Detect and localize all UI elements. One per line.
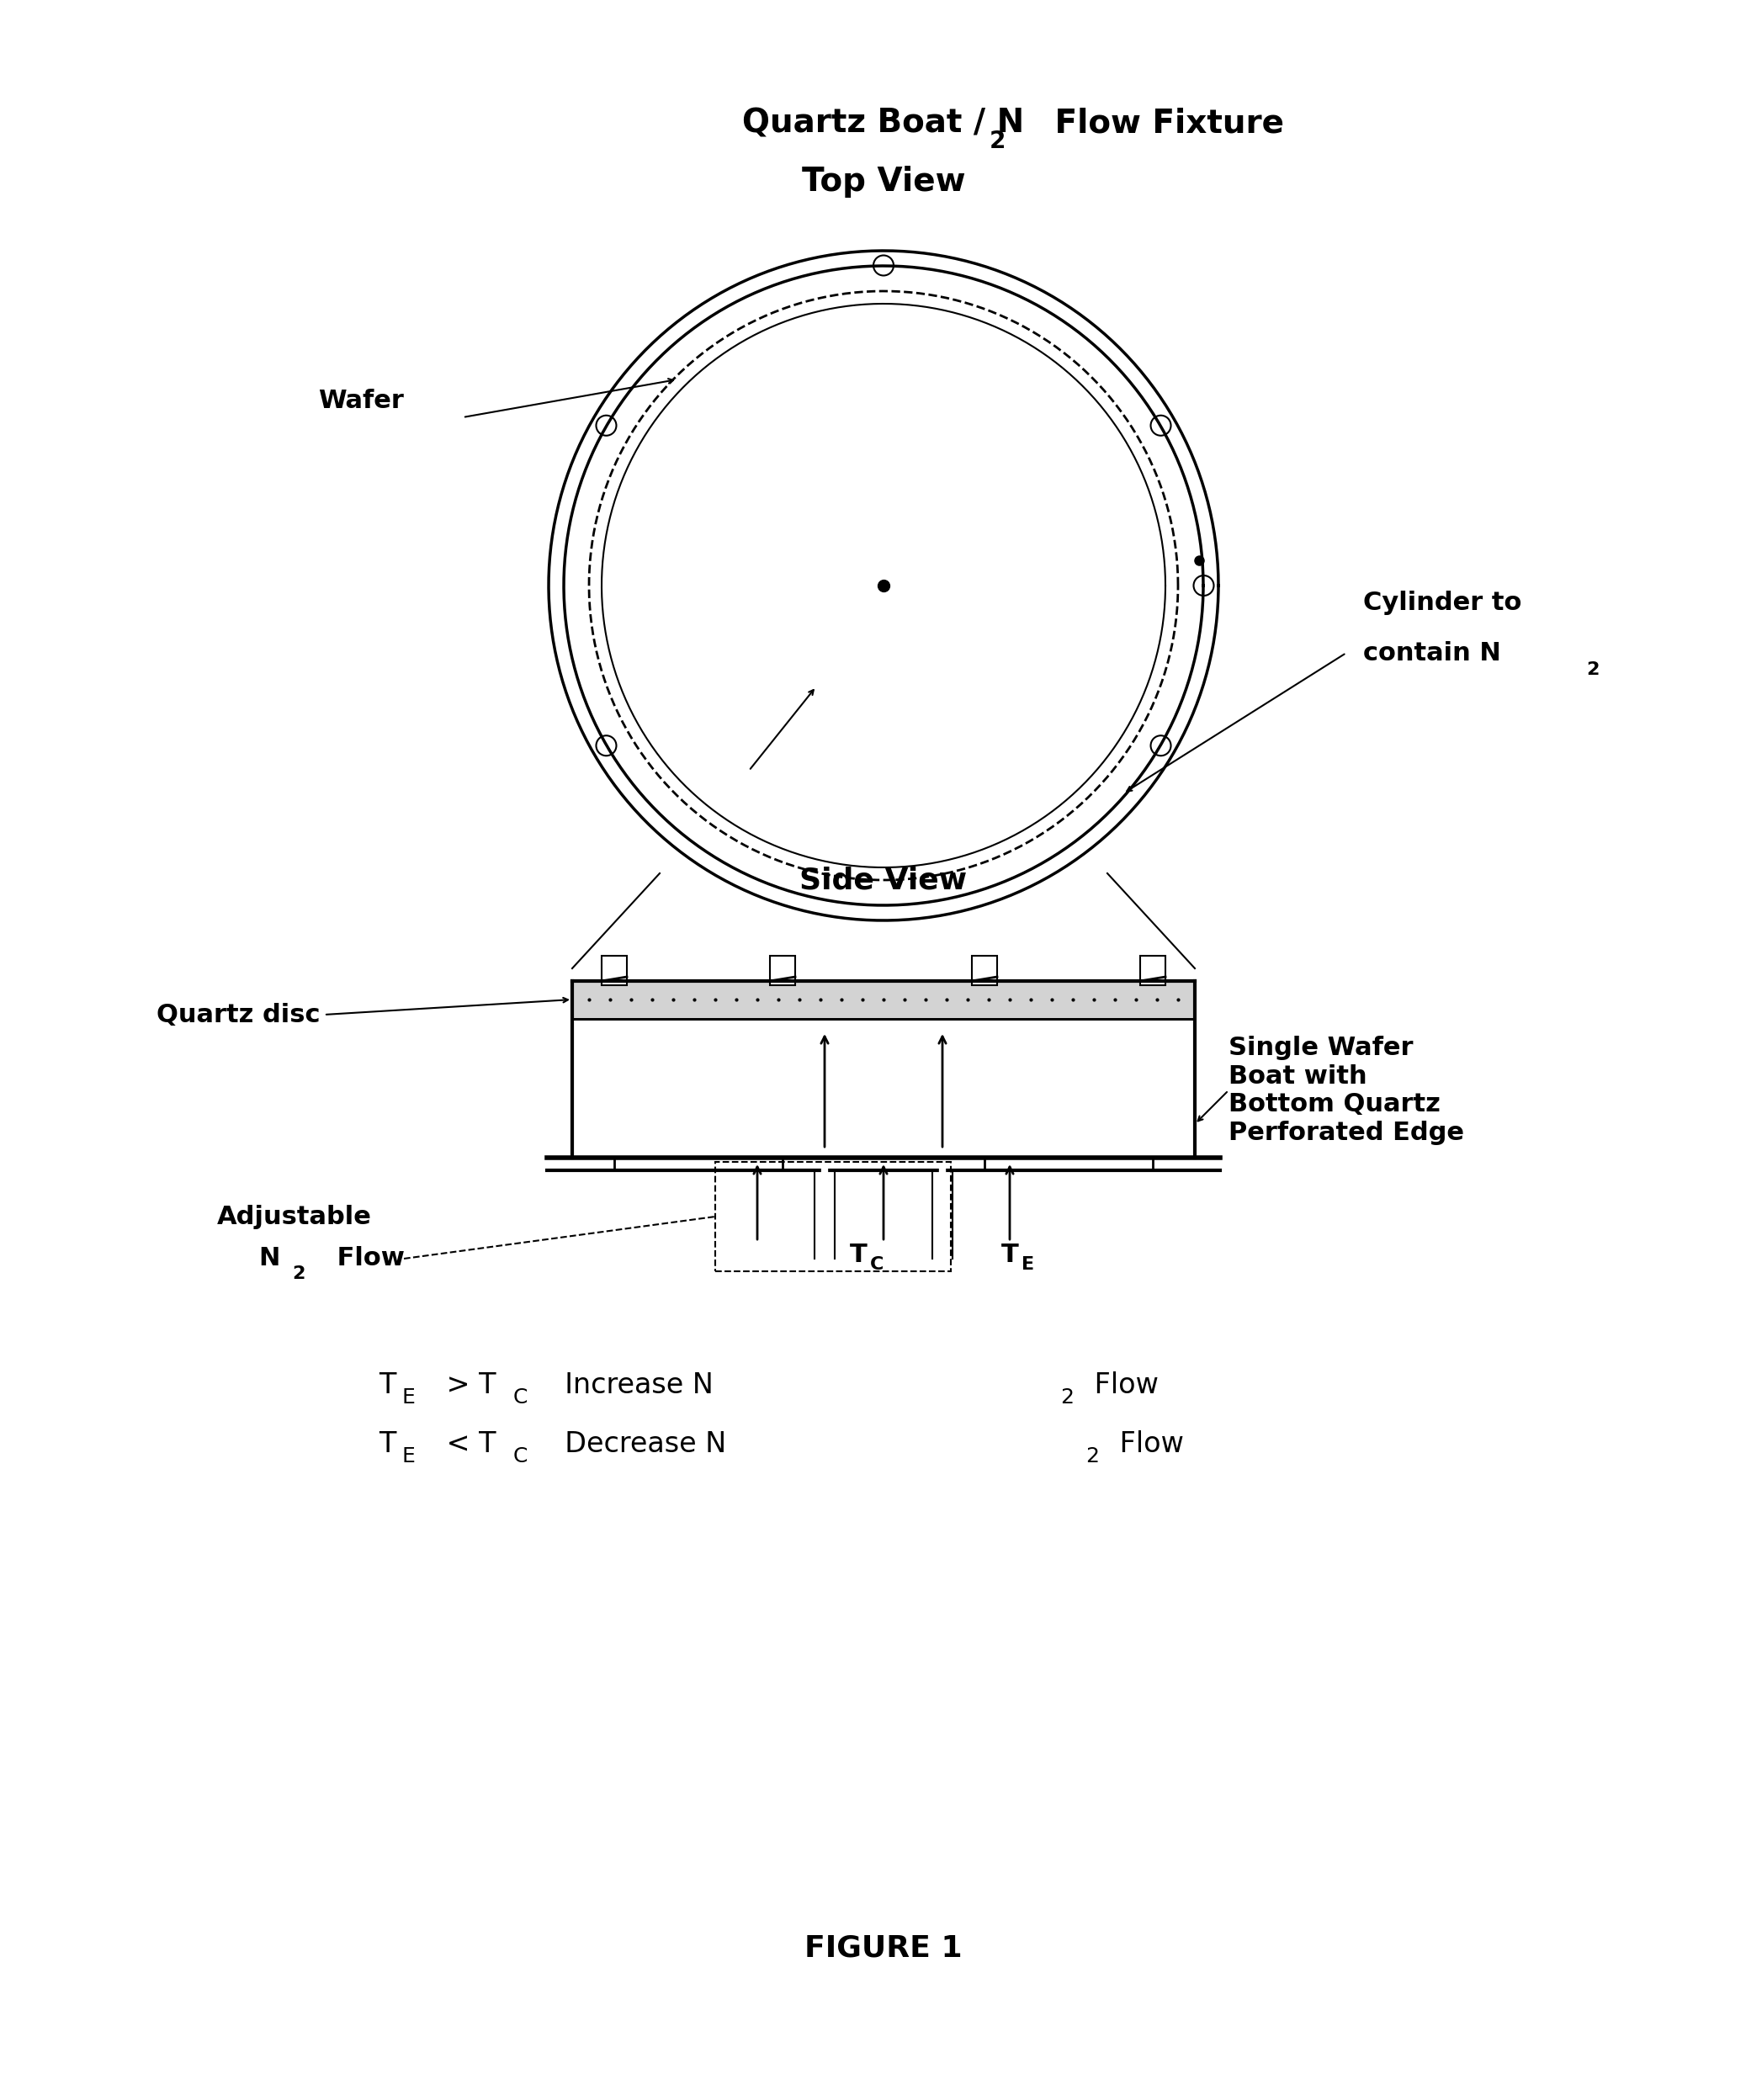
Text: C: C [513,1388,527,1407]
Text: T: T [379,1430,396,1457]
Bar [573,981,1194,1018]
Text: T: T [1000,1243,1018,1266]
Text: FIGURE 1: FIGURE 1 [805,1934,962,1964]
Bar [770,956,794,985]
Text: Quartz Boat / N: Quartz Boat / N [742,107,1025,139]
Text: Flow: Flow [1110,1430,1184,1457]
Text: T: T [379,1371,396,1399]
Text: 2: 2 [1585,662,1599,678]
Text: 2: 2 [1060,1388,1074,1407]
Bar [973,956,997,985]
Text: 2: 2 [988,130,1006,153]
Text: E: E [402,1388,416,1407]
Bar [716,1161,952,1270]
Text: Side View: Side View [800,865,967,895]
Text: Decrease N: Decrease N [546,1430,726,1457]
Text: Single Wafer
Boat with
Bottom Quartz
Perforated Edge: Single Wafer Boat with Bottom Quartz Per… [1229,1035,1465,1145]
Text: Flow: Flow [328,1247,405,1271]
Text: Flow: Flow [1086,1371,1159,1399]
Text: Increase N: Increase N [546,1371,714,1399]
Text: 2: 2 [292,1266,306,1283]
Text: C: C [870,1256,883,1273]
Text: contain N: contain N [1364,640,1502,666]
Text: Adjustable: Adjustable [217,1205,372,1228]
Text: 2: 2 [1086,1447,1098,1466]
Text: Flow Fixture: Flow Fixture [1044,107,1283,139]
Bar [1140,956,1165,985]
Text: C: C [513,1447,527,1466]
Text: Cylinder to: Cylinder to [1364,590,1523,615]
Text: Quartz disc: Quartz disc [155,1002,320,1027]
Text: Wafer: Wafer [318,388,403,414]
Text: T: T [850,1243,868,1266]
Text: N: N [258,1247,279,1271]
Text: E: E [402,1447,416,1466]
Text: E: E [1021,1256,1035,1273]
Text: Top View: Top View [801,166,966,197]
Bar [602,956,627,985]
Text: > T: > T [438,1371,496,1399]
Text: < T: < T [438,1430,496,1457]
